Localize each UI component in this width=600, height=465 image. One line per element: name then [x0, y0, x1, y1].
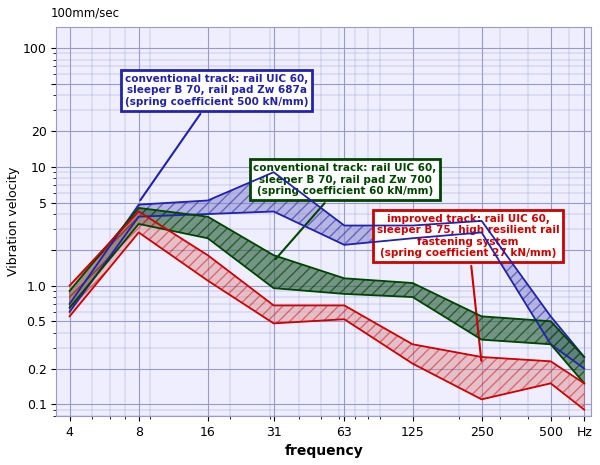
Text: conventional track: rail UIC 60,
sleeper B 70, rail pad Zw 687a
(spring coeffici: conventional track: rail UIC 60, sleeper… — [125, 74, 308, 200]
Text: conventional track: rail UIC 60,
sleeper B 70, rail pad Zw 700
(spring coefficie: conventional track: rail UIC 60, sleeper… — [253, 163, 437, 259]
X-axis label: frequency: frequency — [284, 444, 363, 458]
Text: improved track: rail UIC 60,
sleeper B 75, high resilient rail
fastening system
: improved track: rail UIC 60, sleeper B 7… — [377, 214, 559, 361]
Text: 100mm/sec: 100mm/sec — [51, 7, 120, 20]
Y-axis label: Vibration velocity: Vibration velocity — [7, 167, 20, 276]
